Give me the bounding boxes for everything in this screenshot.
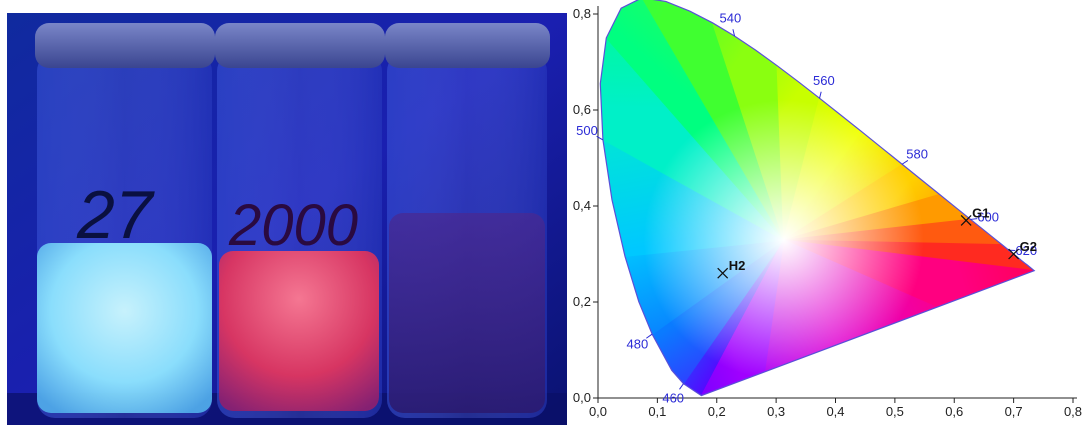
y-tick-label: 0,6: [573, 102, 591, 117]
wavelength-label: 480: [627, 337, 649, 352]
data-point-label: G1: [972, 205, 989, 220]
vial-1-label: 27: [76, 177, 155, 253]
y-tick-label: 0,8: [573, 6, 591, 21]
vials-photo-graphic: 27 2000: [7, 13, 567, 425]
y-tick-label: 0,2: [573, 294, 591, 309]
x-tick-label: 0,6: [945, 404, 963, 419]
chromaticity-gamut: [567, 0, 1088, 436]
vial-2-label: 2000: [228, 193, 358, 258]
x-tick-label: 0,4: [826, 404, 844, 419]
data-point-label: H2: [729, 258, 746, 273]
x-tick-label: 0,3: [767, 404, 785, 419]
wavelength-label: 560: [813, 73, 835, 88]
vial-3: [385, 23, 550, 418]
x-tick-label: 0,2: [708, 404, 726, 419]
cie-chart: 0,0 0,1 0,2 0,3 0,4 0,5 0,6 0,7 0,8 0,0 0,2 0,4 0,6 0…: [567, 0, 1088, 436]
x-tick-label: 0,5: [886, 404, 904, 419]
y-tick-label: 0,4: [573, 198, 591, 213]
x-tick-label: 0,7: [1005, 404, 1023, 419]
x-tick-label: 0,1: [648, 404, 666, 419]
x-tick-label: 0,0: [589, 404, 607, 419]
cie-chart-svg: 0,0 0,1 0,2 0,3 0,4 0,5 0,6 0,7 0,8 0,0 0,2 0,4 0,6 0…: [567, 0, 1088, 436]
data-point-label: G2: [1020, 239, 1037, 254]
wavelength-label: 580: [906, 147, 928, 162]
wavelength-tick: [819, 92, 821, 99]
y-tick-label: 0,0: [573, 390, 591, 405]
x-tick-label: 0,8: [1064, 404, 1082, 419]
vial-2: 2000: [215, 23, 385, 418]
wavelength-tick: [679, 384, 683, 390]
wavelength-label: 540: [719, 11, 741, 26]
vial-1: 27: [35, 23, 215, 418]
wavelength-label: 500: [576, 123, 598, 138]
wavelength-label: 460: [662, 390, 684, 405]
vials-photo: 27 2000: [7, 13, 567, 425]
